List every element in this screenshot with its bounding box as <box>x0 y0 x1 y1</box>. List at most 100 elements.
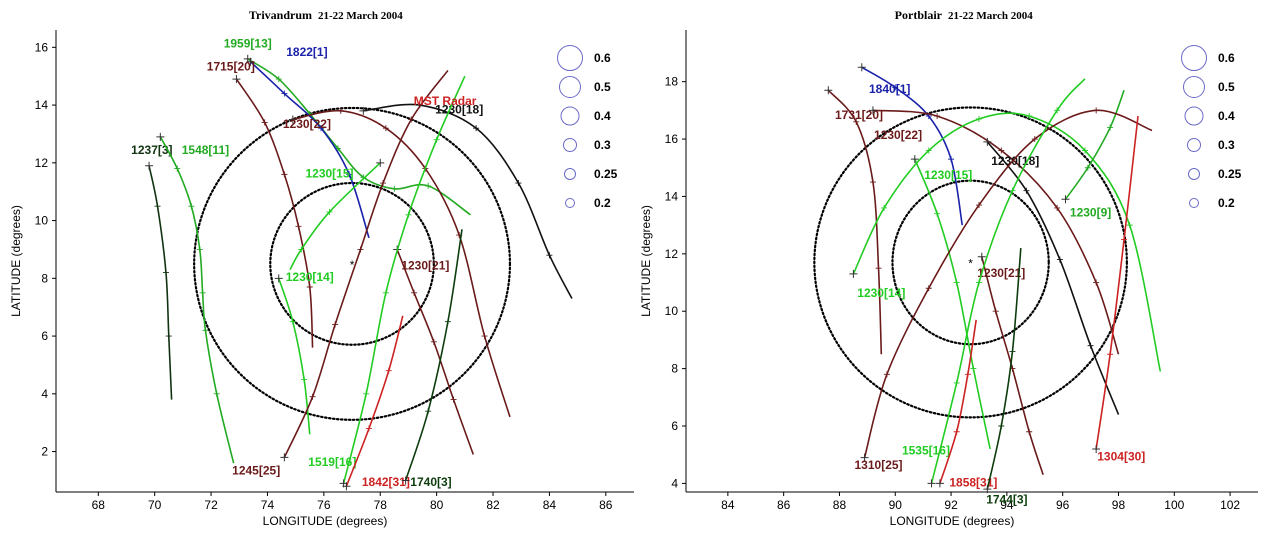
track-line-1519[16] <box>342 75 466 484</box>
x-tick-label: 96 <box>1056 498 1070 512</box>
y-tick-label: 6 <box>671 419 678 433</box>
legend-circle <box>563 138 577 152</box>
track-label: 1822[1] <box>286 45 327 59</box>
y-axis-label: LATITUDE (degrees) <box>9 205 23 317</box>
track-start-marker <box>376 158 385 167</box>
track-point-marker <box>326 208 333 215</box>
track-point-marker <box>391 185 398 192</box>
track-start-marker <box>910 155 919 164</box>
y-tick-label: 4 <box>671 476 678 490</box>
track-point-marker <box>411 289 418 296</box>
track-label: 1230[14] <box>286 270 334 284</box>
track-start-marker <box>935 479 944 488</box>
y-tick-label: 10 <box>35 214 49 228</box>
track-start-marker <box>401 476 410 485</box>
track-point-marker <box>992 308 999 315</box>
y-tick-label: 16 <box>665 132 679 146</box>
track-start-marker <box>156 132 165 141</box>
track-line-1230[9] <box>1064 89 1125 200</box>
legend-label: 0.25 <box>1218 167 1242 181</box>
track-point-marker <box>953 428 960 435</box>
track-point-marker <box>1082 147 1088 154</box>
track-start-marker <box>849 269 858 278</box>
track-point-marker <box>346 171 353 178</box>
track-point-marker <box>892 84 899 91</box>
track-start-marker <box>359 106 368 115</box>
track-line-1304[30] <box>1095 115 1139 450</box>
track-start-marker <box>983 137 992 146</box>
track-point-marker <box>934 210 941 217</box>
track-point-marker <box>1121 236 1128 243</box>
x-tick-label: 80 <box>430 498 444 512</box>
x-tick-label: 100 <box>1164 498 1184 512</box>
track-label: 1230[21] <box>977 266 1025 280</box>
y-axis-label: LATITUDE (degrees) <box>639 205 653 317</box>
track-point-marker <box>1084 164 1091 171</box>
track-point-marker <box>162 269 169 276</box>
y-tick-label: 8 <box>41 271 48 285</box>
track-point-marker <box>363 390 370 397</box>
track-point-marker <box>1107 351 1114 358</box>
track-point-marker <box>1093 279 1100 286</box>
track-point-marker <box>881 204 888 211</box>
track-point-marker <box>1087 342 1094 349</box>
track-point-marker <box>1026 113 1033 120</box>
track-point-marker <box>309 393 316 400</box>
legend-circle <box>557 45 583 71</box>
track-label: 1230[15] <box>305 166 353 180</box>
track-line-1230[15] <box>289 162 381 271</box>
x-tick-label: 84 <box>543 498 557 512</box>
track-point-marker <box>382 125 389 132</box>
y-tick-label: 8 <box>671 362 678 376</box>
track-start-marker <box>288 115 297 124</box>
track-point-marker <box>546 252 553 259</box>
legend-circle <box>1181 45 1207 71</box>
track-point-marker <box>408 116 415 123</box>
track-point-marker <box>382 289 389 296</box>
track-point-marker <box>953 379 960 386</box>
track-line-1858[31] <box>939 319 977 484</box>
track-point-marker <box>1126 222 1133 229</box>
x-tick-label: 74 <box>261 498 275 512</box>
x-tick-label: 86 <box>599 498 613 512</box>
chart-title: Portblair <box>895 8 943 22</box>
legend-circle <box>1188 168 1200 180</box>
track-point-marker <box>380 180 387 187</box>
range-circle <box>891 179 1050 346</box>
track-point-marker <box>1093 107 1100 114</box>
track-point-marker <box>281 90 288 97</box>
track-point-marker <box>948 156 955 163</box>
track-point-marker <box>1031 136 1038 143</box>
track-label: 1535[16] <box>902 444 950 458</box>
track-label: 1744[3] <box>986 492 1027 506</box>
track-point-marker <box>1054 204 1061 211</box>
track-point-marker <box>1026 428 1033 435</box>
x-tick-label: 102 <box>1220 498 1240 512</box>
track-point-marker <box>481 333 488 340</box>
track-point-marker <box>425 182 432 189</box>
track-line-1230[22] <box>872 109 1120 355</box>
track-point-marker <box>1107 124 1114 131</box>
track-line-1230[14] <box>852 112 1162 372</box>
y-tick-label: 16 <box>35 40 49 54</box>
track-label: 1230[15] <box>924 168 972 182</box>
track-point-marker <box>289 318 296 325</box>
track-label: 1304[30] <box>1097 449 1145 463</box>
track-label: 1230[9] <box>1070 206 1111 220</box>
legend-label: 0.4 <box>1218 109 1235 123</box>
legend-circle <box>565 198 575 208</box>
track-label: 1310[25] <box>855 458 903 472</box>
track-label: 1731[20] <box>835 108 883 122</box>
track-line-1744[3] <box>986 248 1022 490</box>
track-label: 1715[20] <box>207 59 255 73</box>
track-point-marker <box>332 321 339 328</box>
legend-label: 0.2 <box>1218 196 1235 210</box>
track-line-1740[3] <box>404 229 463 481</box>
track-point-marker <box>853 118 860 125</box>
track-label: 1858[31] <box>949 475 997 489</box>
annotation-label: MST Radar <box>414 94 477 108</box>
range-circle <box>193 106 512 421</box>
track-start-marker <box>280 453 289 462</box>
track-point-marker <box>281 171 288 178</box>
